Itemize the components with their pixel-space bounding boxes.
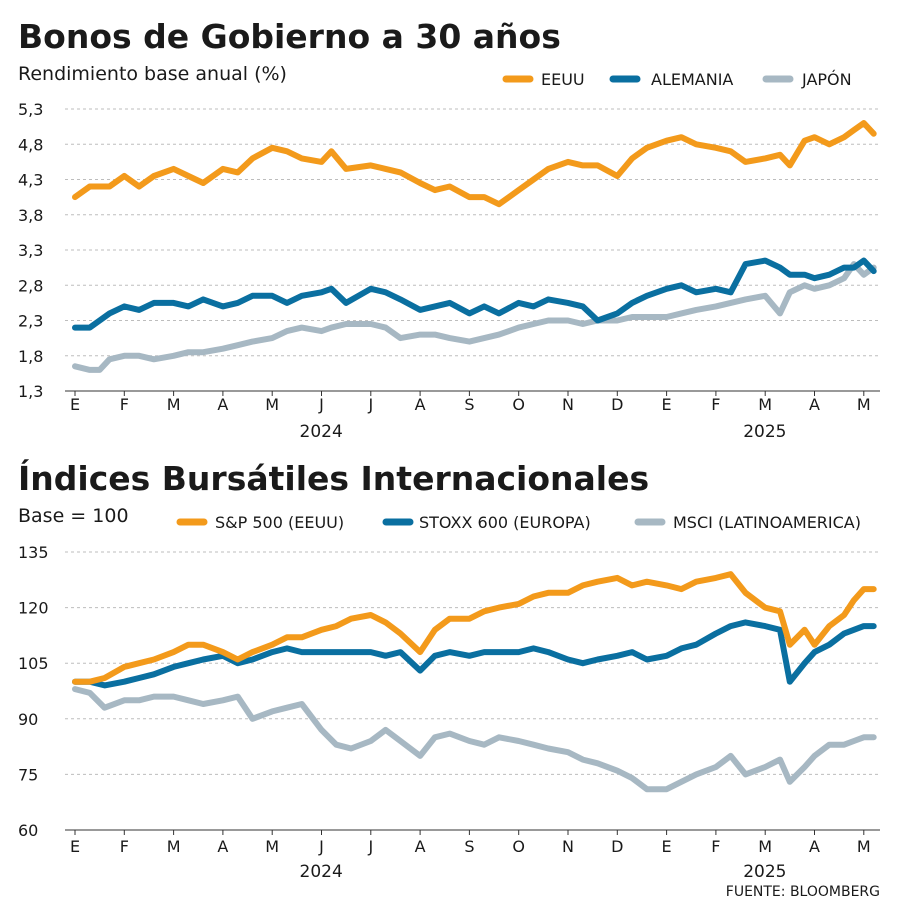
x-tick-label: D	[611, 395, 623, 414]
series-line-alemania	[72, 257, 877, 331]
chart-1-title: Bonos de Gobierno a 30 años	[18, 17, 561, 56]
x-tick-label: O	[512, 837, 525, 856]
x-tick-label: M	[167, 395, 181, 414]
source-note: FUENTE: BLOOMBERG	[726, 884, 880, 900]
x-tick-label: A	[415, 395, 426, 414]
x-tick-label: M	[758, 837, 772, 856]
y-tick-label: 1,8	[18, 347, 43, 366]
x-tick-label: E	[70, 837, 80, 856]
x-tick-label: A	[415, 837, 426, 856]
series-line-stoxx-600-europa	[72, 619, 877, 689]
x-tick-label: S	[464, 395, 474, 414]
legend-label-msci: MSCI (LATINOAMERICA)	[673, 513, 861, 532]
chart-2-legend: S&P 500 (EEUU) STOXX 600 (EUROPA) MSCI (…	[176, 513, 861, 532]
y-tick-label: 4,8	[18, 135, 43, 154]
legend-label-sp500: S&P 500 (EEUU)	[215, 513, 344, 532]
y-tick-label: 105	[18, 654, 49, 673]
x-tick-label: M	[265, 395, 279, 414]
x-tick-label: D	[611, 837, 623, 856]
x-tick-label: J	[367, 837, 373, 856]
series-line-eeuu	[72, 120, 877, 208]
y-tick-label: 135	[18, 543, 49, 562]
x-tick-label: A	[809, 837, 820, 856]
chart-2-subtitle: Base = 100	[18, 505, 129, 527]
x-tick-label: F	[120, 837, 129, 856]
x-tick-label: M	[167, 837, 181, 856]
x-tick-label: M	[857, 395, 871, 414]
x-tick-label: M	[758, 395, 772, 414]
x-tick-label: F	[711, 837, 720, 856]
x-tick-label: J	[367, 395, 373, 414]
chart-1-subtitle: Rendimiento base anual (%)	[18, 63, 287, 85]
x-tick-label: N	[562, 395, 574, 414]
x-tick-label: A	[217, 395, 228, 414]
x-tick-label: J	[318, 395, 324, 414]
chart-2-title: Índices Bursátiles Internacionales	[18, 458, 649, 498]
x-tick-label: F	[711, 395, 720, 414]
x-tick-label: A	[809, 395, 820, 414]
series-line-msci-latinoamerica	[72, 686, 877, 793]
chart-2-plot-area: 135 120 105 90 75 60 E F M A M J J A S O N D E F M A M 2024 2025	[18, 543, 880, 882]
year-label: 2025	[743, 422, 786, 442]
chart-1-plot-area: 5,3 4,8 4,3 3,8 3,3 2,8 2,3 1,8 1,3 E F M A M J J A S O N D E…	[18, 100, 880, 442]
y-tick-label: 3,8	[18, 206, 43, 225]
year-label: 2024	[300, 422, 343, 442]
x-tick-label: E	[662, 837, 672, 856]
y-tick-label: 75	[18, 765, 38, 784]
series-line-s-p-500-eeuu	[72, 571, 877, 685]
y-tick-label: 60	[18, 821, 38, 840]
y-tick-label: 5,3	[18, 100, 43, 119]
x-tick-label: N	[562, 837, 574, 856]
series-line-jap-n	[72, 261, 877, 373]
y-tick-label: 2,3	[18, 312, 43, 331]
y-tick-label: 2,8	[18, 276, 43, 295]
legend-label-alemania: ALEMANIA	[651, 70, 733, 89]
x-tick-label: F	[120, 395, 129, 414]
legend-label-japon: JAPÓN	[801, 70, 852, 89]
x-tick-label: J	[318, 837, 324, 856]
x-tick-label: M	[857, 837, 871, 856]
x-tick-label: A	[217, 837, 228, 856]
y-tick-label: 4,3	[18, 171, 43, 190]
year-label: 2024	[300, 862, 343, 882]
x-tick-label: M	[265, 837, 279, 856]
x-tick-label: S	[464, 837, 474, 856]
y-tick-label: 90	[18, 710, 38, 729]
y-tick-label: 1,3	[18, 382, 43, 401]
legend-label-eeuu: EEUU	[541, 70, 585, 89]
chart-1-legend: EEUU ALEMANIA JAPÓN	[502, 70, 852, 89]
legend-label-stoxx600: STOXX 600 (EUROPA)	[419, 513, 591, 532]
y-tick-label: 3,3	[18, 241, 43, 260]
x-tick-label: O	[512, 395, 525, 414]
x-tick-label: E	[662, 395, 672, 414]
y-tick-label: 120	[18, 599, 49, 618]
x-tick-label: E	[70, 395, 80, 414]
year-label: 2025	[743, 862, 786, 882]
